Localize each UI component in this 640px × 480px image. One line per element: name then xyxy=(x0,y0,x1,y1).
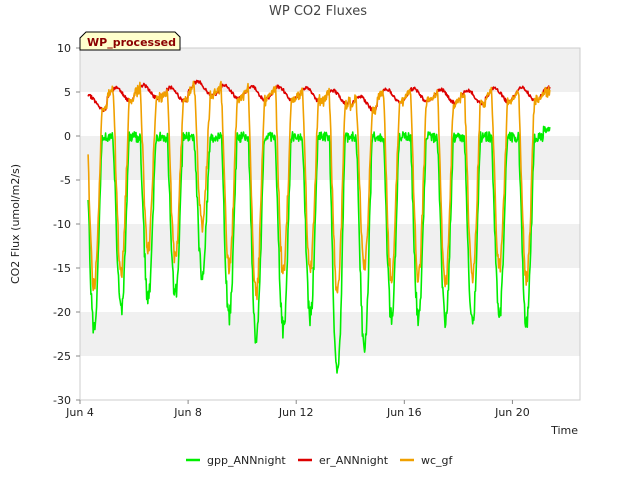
legend-label: er_ANNnight xyxy=(319,454,389,467)
series-layer xyxy=(87,79,551,374)
legend-item-er-annnight: er_ANNnight xyxy=(298,454,389,467)
y-tick-label: 10 xyxy=(57,42,71,55)
x-axis-label: Time xyxy=(550,424,578,437)
y-axis-label: CO2 Flux (umol/m2/s) xyxy=(9,164,22,284)
y-tick-label: -30 xyxy=(53,394,71,407)
grid-band xyxy=(80,224,580,268)
legend-item-gpp-annnight: gpp_ANNnight xyxy=(186,454,286,467)
x-tick-label: Jun 8 xyxy=(173,406,202,419)
y-tick-label: 5 xyxy=(64,86,71,99)
y-tick-label: -20 xyxy=(53,306,71,319)
x-tick-label: Jun 20 xyxy=(494,406,530,419)
series-line-wc-gf xyxy=(87,80,551,301)
y-tick-label: 0 xyxy=(64,130,71,143)
legend: gpp_ANNnight er_ANNnight wc_gf xyxy=(186,454,454,467)
badge-shape xyxy=(79,31,181,51)
badge-label: WP_processed xyxy=(87,36,176,49)
legend-label: gpp_ANNnight xyxy=(207,454,286,467)
x-tick-label: Jun 16 xyxy=(386,406,422,419)
y-tick-label: -15 xyxy=(53,262,71,275)
grid-band xyxy=(80,48,580,92)
x-axis: Jun 4 Jun 8 Jun 12 Jun 16 Jun 20 xyxy=(65,400,530,419)
x-tick-label: Jun 4 xyxy=(65,406,94,419)
y-tick-label: -10 xyxy=(53,218,71,231)
legend-label: wc_gf xyxy=(421,454,454,467)
y-axis: -30 -25 -20 -15 -10 -5 0 5 10 xyxy=(53,42,80,407)
y-tick-label: -25 xyxy=(53,350,71,363)
legend-item-wc-gf: wc_gf xyxy=(400,454,454,467)
y-tick-label: -5 xyxy=(60,174,71,187)
x-tick-label: Jun 12 xyxy=(278,406,314,419)
chart-title: WP CO2 Fluxes xyxy=(269,4,367,19)
processed-badge: WP_processed xyxy=(79,31,181,51)
grid-band xyxy=(80,312,580,356)
series-line-gpp-annnight xyxy=(87,125,551,374)
